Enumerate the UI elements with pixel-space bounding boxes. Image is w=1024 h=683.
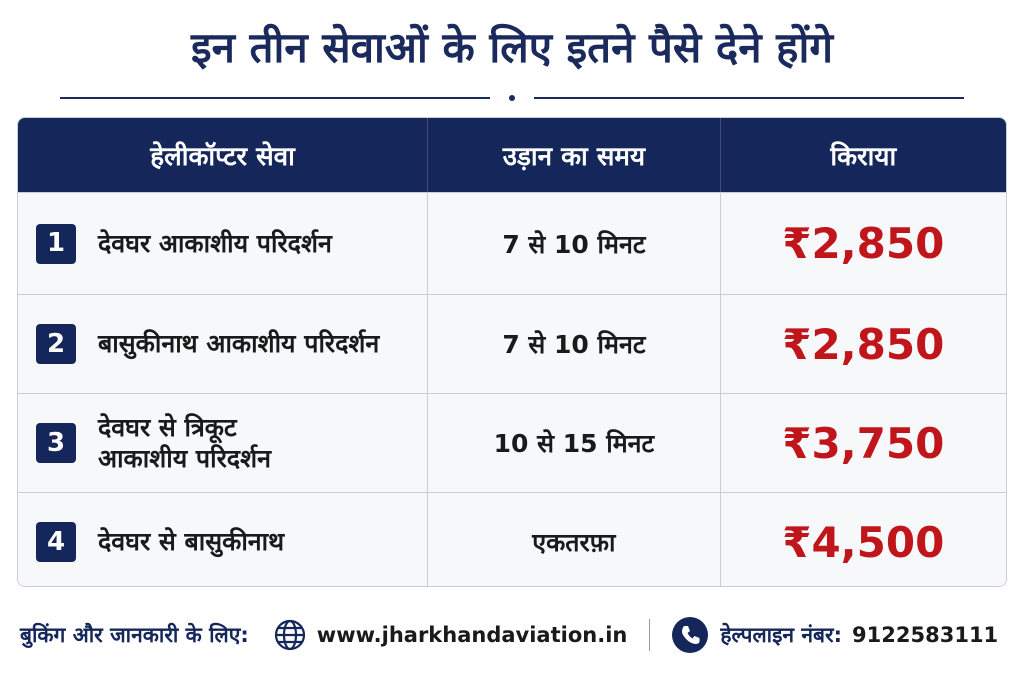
flight-time: 7 से 10 मिनट <box>427 193 719 294</box>
footer-label: बुकिंग और जानकारी के लिए: <box>20 623 249 647</box>
divider <box>534 97 964 99</box>
row-number: 1 <box>36 223 76 264</box>
helpline-label: हेल्पलाइन नंबर: <box>720 623 843 647</box>
service-name: बासुकीनाथ आकाशीय परिदर्शन <box>98 329 380 359</box>
row-number: 3 <box>36 423 76 463</box>
table-row: 4 देवघर से बासुकीनाथ एकतरफ़ा ₹4,500 <box>18 492 1006 586</box>
header-cell: उड़ान का समय <box>427 118 719 192</box>
table-row: 3 देवघर से त्रिकूट आकाशीय परिदर्शन 10 से 1… <box>18 393 1006 492</box>
fare-table: हेलीकॉप्टर सेवा उड़ान का समय किराया 1 देव… <box>17 117 1007 587</box>
title: इन तीन सेवाओं के लिए इतने पैसे देने होंग… <box>191 23 833 72</box>
header-cell: हेलीकॉप्टर सेवा <box>150 142 295 172</box>
service-cell: 4 देवघर से बासुकीनाथ <box>18 493 427 586</box>
service-cell: 1 देवघर आकाशीय परिदर्शन <box>18 193 427 294</box>
service-name: देवघर से बासुकीनाथ <box>98 527 285 557</box>
service-cell: 3 देवघर से त्रिकूट आकाशीय परिदर्शन <box>18 394 427 492</box>
fare: ₹4,500 <box>719 493 1006 586</box>
fare: ₹2,850 <box>719 193 1006 294</box>
footer: बुकिंग और जानकारी के लिए: www.jharkhanda… <box>20 615 998 655</box>
divider-dot <box>509 95 515 101</box>
website[interactable]: www.jharkhandaviation.in <box>316 623 628 647</box>
globe-icon <box>274 619 305 651</box>
helpline-number[interactable]: 9122583111 <box>852 623 999 647</box>
row-number: 2 <box>36 324 76 364</box>
row-number: 4 <box>36 522 76 562</box>
flight-time: एकतरफ़ा <box>427 493 719 586</box>
flight-time: 7 से 10 मिनट <box>427 295 719 393</box>
service-name: देवघर से त्रिकूट आकाशीय परिदर्शन <box>98 412 271 473</box>
table-row: 2 बासुकीनाथ आकाशीय परिदर्शन 7 से 10 मिनट ₹2… <box>18 294 1006 393</box>
service-name: देवघर आकाशीय परिदर्शन <box>98 228 332 258</box>
phone-icon <box>672 617 709 653</box>
separator <box>649 619 651 651</box>
service-cell: 2 बासुकीनाथ आकाशीय परिदर्शन <box>18 295 427 393</box>
flight-time: 10 से 15 मिनट <box>427 394 719 492</box>
header-cell: किराया <box>719 118 1006 192</box>
fare: ₹3,750 <box>719 394 1006 492</box>
divider <box>60 97 490 99</box>
table-row: 1 देवघर आकाशीय परिदर्शन 7 से 10 मिनट ₹2,850 <box>18 192 1006 294</box>
fare: ₹2,850 <box>719 295 1006 393</box>
table-header: हेलीकॉप्टर सेवा उड़ान का समय किराया <box>18 118 1006 192</box>
